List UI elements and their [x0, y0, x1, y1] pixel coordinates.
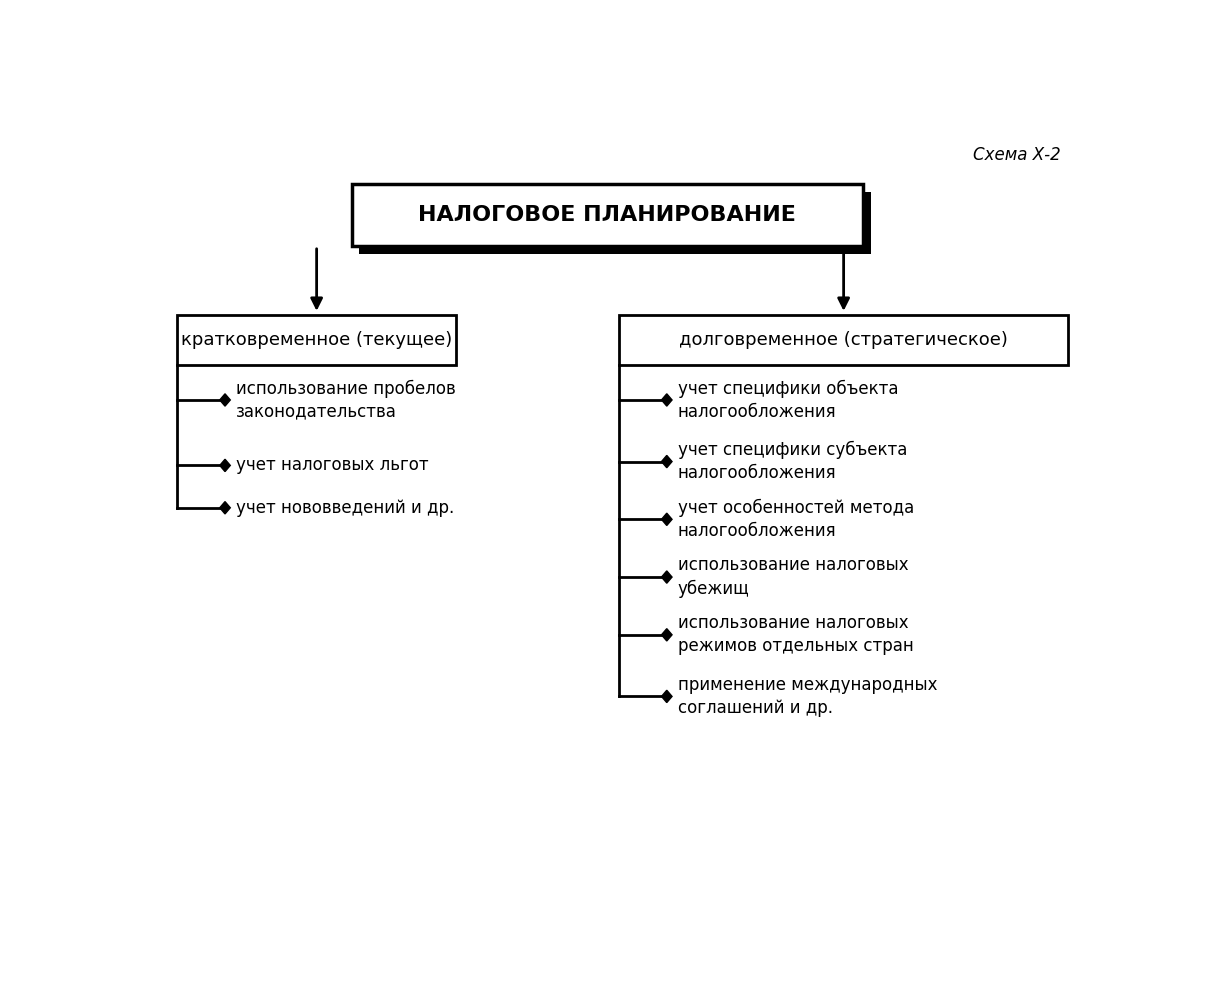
Text: учет специфики объекта
налогообложения: учет специфики объекта налогообложения [678, 380, 899, 420]
Bar [359, 192, 870, 254]
Polygon shape [661, 513, 672, 525]
Text: учет нововведений и др.: учет нововведений и др. [236, 498, 454, 516]
Bar [352, 184, 863, 246]
Text: использование налоговых
убежищ: использование налоговых убежищ [678, 557, 908, 598]
Bar [177, 315, 457, 366]
Polygon shape [661, 393, 672, 406]
Polygon shape [220, 459, 230, 472]
Text: учет специфики субъекта
налогообложения: учет специфики субъекта налогообложения [678, 441, 907, 483]
Polygon shape [661, 571, 672, 584]
Polygon shape [220, 393, 230, 406]
Text: учет налоговых льгот: учет налоговых льгот [236, 457, 428, 475]
Text: учет особенностей метода
налогообложения: учет особенностей метода налогообложения [678, 498, 915, 540]
Text: использование пробелов
законодательства: использование пробелов законодательства [236, 380, 455, 420]
Polygon shape [661, 456, 672, 468]
Text: НАЛОГОВОЕ ПЛАНИРОВАНИЕ: НАЛОГОВОЕ ПЛАНИРОВАНИЕ [419, 205, 796, 225]
Text: применение международных
соглашений и др.: применение международных соглашений и др… [678, 676, 937, 716]
Polygon shape [661, 628, 672, 641]
Polygon shape [220, 501, 230, 514]
Text: долговременное (стратегическое): долговременное (стратегическое) [680, 331, 1008, 349]
Polygon shape [661, 691, 672, 703]
Text: использование налоговых
режимов отдельных стран: использование налоговых режимов отдельны… [678, 614, 913, 655]
Text: Схема Х-2: Схема Х-2 [972, 146, 1061, 164]
Text: кратковременное (текущее): кратковременное (текущее) [181, 331, 452, 349]
Bar [619, 315, 1069, 366]
